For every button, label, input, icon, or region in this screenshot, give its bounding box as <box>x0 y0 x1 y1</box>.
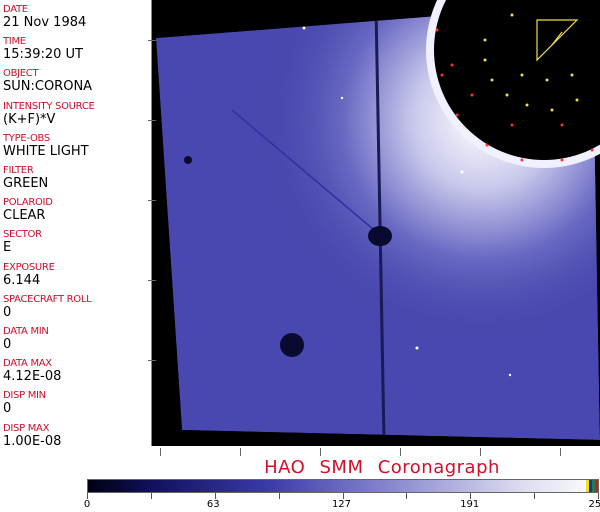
diagonal-streak <box>231 109 381 236</box>
axis-tick <box>560 448 561 456</box>
field-value: GREEN <box>3 176 49 191</box>
field-label: FILTER <box>3 165 34 176</box>
colorbar-tick <box>214 493 216 499</box>
field-label: OBJECT <box>3 68 39 80</box>
occulter-pylon <box>374 7 386 440</box>
field-time: TIME 15:39:20 UT <box>3 36 83 62</box>
axis-tick <box>148 200 156 201</box>
orientation-triangle-icon <box>536 19 579 62</box>
colorbar-caps <box>586 480 598 492</box>
field-value: 4.12E-08 <box>3 369 62 385</box>
axis-tick <box>480 448 481 456</box>
field-value: (K+F)*V <box>3 111 56 127</box>
field-disp-min: DISP MIN 0 <box>3 390 46 416</box>
field-label: DATA MAX <box>3 358 52 370</box>
field-value: 0 <box>3 337 12 352</box>
axis-tick <box>148 360 156 361</box>
field-label: DISP MIN <box>3 390 46 402</box>
axis-tick <box>160 448 161 456</box>
colorbar-tick <box>150 493 152 499</box>
field-value: 6.144 <box>3 272 41 288</box>
field-label: DATE <box>3 4 28 15</box>
field-exposure: EXPOSURE 6.144 <box>3 262 55 288</box>
field-spacecraft-roll: SPACECRAFT ROLL 0 <box>3 293 92 320</box>
field-value: 1.00E-08 <box>3 433 62 449</box>
colorbar-tick <box>534 493 536 499</box>
field-object: OBJECT SUN:CORONA <box>3 68 92 94</box>
field-data-max: DATA MAX 4.12E-08 <box>3 358 61 384</box>
colorbar-tick <box>278 493 280 499</box>
cap-color <box>589 480 592 492</box>
axis-tick <box>240 448 241 456</box>
field-value: CLEAR <box>3 208 46 224</box>
field-label: POLAROID <box>3 197 53 209</box>
colorbar-tick <box>406 493 408 499</box>
dust-spot <box>184 156 192 164</box>
colorbar-tick-label: 127 <box>331 499 352 510</box>
field-value: 15:39:20 UT <box>3 47 83 63</box>
coronagraph-image[interactable] <box>152 0 600 446</box>
field-polaroid: POLAROID CLEAR <box>3 197 53 223</box>
field-value: E <box>3 240 12 256</box>
colorbar-tick-label: 0 <box>83 499 91 510</box>
grid-marker-dots <box>483 13 579 112</box>
instrument-title: HAO SMM Coronagraph <box>264 457 500 478</box>
axis-tick <box>148 120 156 121</box>
occulter-disk <box>434 0 600 160</box>
field-filter: FILTER GREEN <box>3 165 48 191</box>
field-label: INTENSITY SOURCE <box>3 100 95 112</box>
axis-tick <box>320 448 321 456</box>
axis-tick <box>148 280 156 281</box>
field-value: WHITE LIGHT <box>3 143 89 159</box>
field-value: 21 Nov 1984 <box>3 15 87 30</box>
field-intensity-source: INTENSITY SOURCE (K+F)*V <box>3 101 95 127</box>
field-sector: SECTOR E <box>3 229 42 255</box>
field-label: SPACECRAFT ROLL <box>3 293 92 305</box>
colorbar-tick <box>598 493 599 499</box>
coronagraph-image-svg <box>152 0 600 446</box>
limb-marker-dots <box>435 28 594 162</box>
field-label: DATA MIN <box>3 326 49 337</box>
cap-color <box>595 480 598 492</box>
field-date: DATE 21 Nov 1984 <box>3 4 86 30</box>
dust-spot <box>280 333 304 357</box>
colorbar-tick-label: 63 <box>206 499 220 510</box>
field-label: SECTOR <box>3 229 42 241</box>
field-data-min: DATA MIN 0 <box>3 326 49 352</box>
cap-color <box>592 480 595 492</box>
colorbar-tick-label: 191 <box>460 499 480 510</box>
field-value: SUN:CORONA <box>3 79 93 95</box>
colorbar-tick-label: 255 <box>588 499 600 510</box>
header-info-panel: DATE 21 Nov 1984 TIME 15:39:20 UT OBJECT SUN:… <box>0 0 152 449</box>
field-value: 0 <box>3 304 12 320</box>
field-label: DISP MAX <box>3 422 50 434</box>
cap-color <box>586 480 589 492</box>
colorbar-tick <box>342 493 344 499</box>
axis-tick <box>400 448 401 456</box>
field-label: TIME <box>3 36 26 48</box>
pylon-mount <box>368 226 392 246</box>
colorbar-tick <box>87 493 88 499</box>
field-type-obs: TYPE-OBS WHITE LIGHT <box>3 133 89 159</box>
colorbar-tick <box>470 493 472 499</box>
field-disp-max: DISP MAX 1.00E-08 <box>3 423 61 449</box>
field-value: 0 <box>3 401 12 417</box>
field-label: TYPE-OBS <box>3 132 50 144</box>
color-scale-bar <box>87 479 599 493</box>
axis-tick <box>148 40 156 41</box>
field-label: EXPOSURE <box>3 261 55 273</box>
